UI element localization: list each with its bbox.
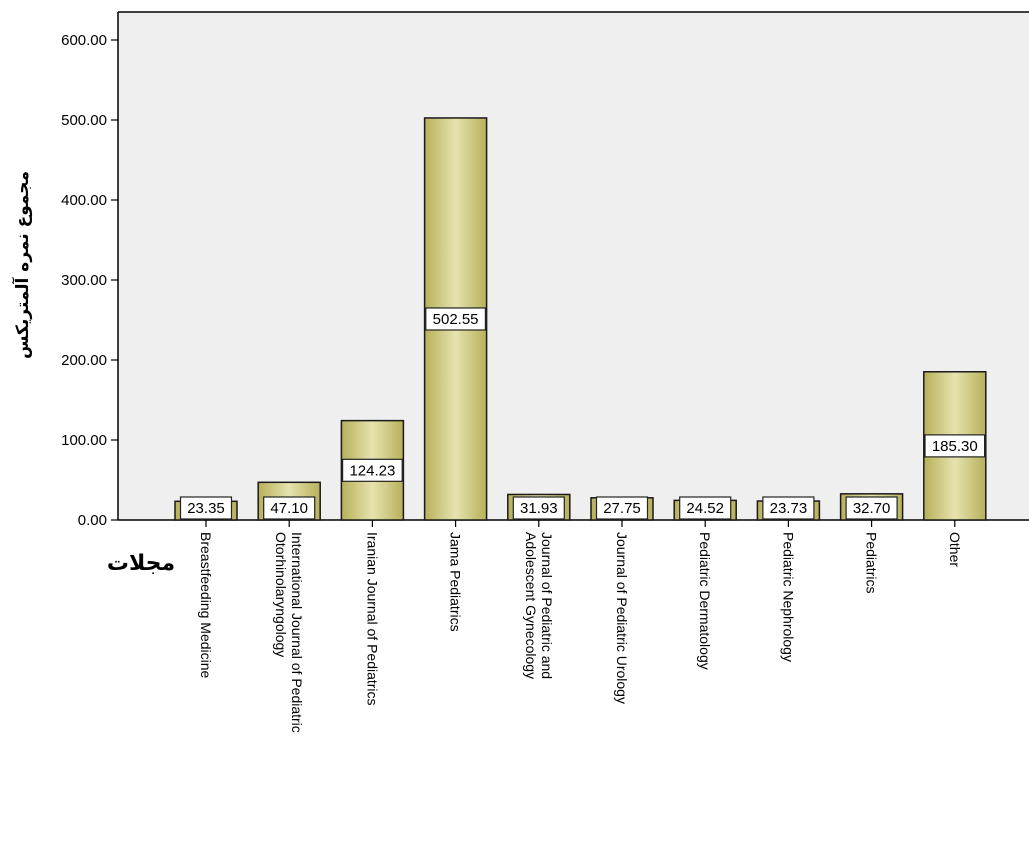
x-tick-label: International Journal of PediatricOtorhi… xyxy=(273,532,305,733)
value-label-box xyxy=(342,458,403,482)
y-tick-label: 600.00 xyxy=(61,32,107,49)
y-tick-label: 300.00 xyxy=(61,272,107,289)
value-label-box xyxy=(179,496,233,520)
plot-background xyxy=(118,12,1029,520)
value-label-box xyxy=(679,496,732,520)
value-label: 23.73 xyxy=(770,500,808,517)
value-label: 124.23 xyxy=(349,462,395,479)
x-tick-label: Journal of Pediatric andAdolescent Gynec… xyxy=(523,532,555,679)
x-tick-label: Iranian Journal of Pediatrics xyxy=(364,532,380,706)
value-label-box xyxy=(845,496,898,520)
y-axis-title: مجموع نمره آلمتریکس xyxy=(11,171,33,359)
value-labels: 23.35 47.10 124.23 502.55 31.93 27.75 24.52 23.… xyxy=(179,307,986,520)
x-axis-ticks: Breastfeeding Medicine International Jour… xyxy=(198,520,963,733)
value-label: 23.35 xyxy=(187,500,225,517)
x-tick-label: Other xyxy=(947,532,963,567)
x-tick-label: Jama Pediatrics xyxy=(448,532,464,632)
x-tick-label: Pediatric Dermatology xyxy=(697,532,713,670)
value-label: 24.52 xyxy=(686,500,724,517)
value-label-box xyxy=(512,496,565,520)
value-label: 32.70 xyxy=(853,500,891,517)
y-tick-label: 200.00 xyxy=(61,352,107,369)
value-label-box xyxy=(595,496,649,520)
y-tick-label: 400.00 xyxy=(61,192,107,209)
y-tick-label: 500.00 xyxy=(61,112,107,129)
value-label-box xyxy=(762,496,815,520)
value-label: 47.10 xyxy=(270,500,308,517)
value-label: 502.55 xyxy=(433,311,479,328)
x-tick-label: Journal of Pediatric Urology xyxy=(614,532,630,704)
value-label-box xyxy=(924,434,986,458)
x-tick-label: Breastfeeding Medicine xyxy=(198,532,214,679)
y-tick-label: 0.00 xyxy=(78,512,107,529)
value-label: 185.30 xyxy=(932,438,978,455)
value-label: 27.75 xyxy=(603,500,641,517)
y-tick-label: 100.00 xyxy=(61,432,107,449)
value-label-box xyxy=(263,496,316,520)
x-axis-title: مجلات xyxy=(107,551,175,576)
x-tick-label: Pediatrics xyxy=(864,532,880,593)
x-tick-label: Pediatric Nephrology xyxy=(780,532,796,662)
value-label: 31.93 xyxy=(520,500,558,517)
y-axis-ticks: 0.00 100.00 200.00 300.00 400.00 500.00 600.00 xyxy=(61,32,118,529)
value-label-box xyxy=(425,307,486,331)
